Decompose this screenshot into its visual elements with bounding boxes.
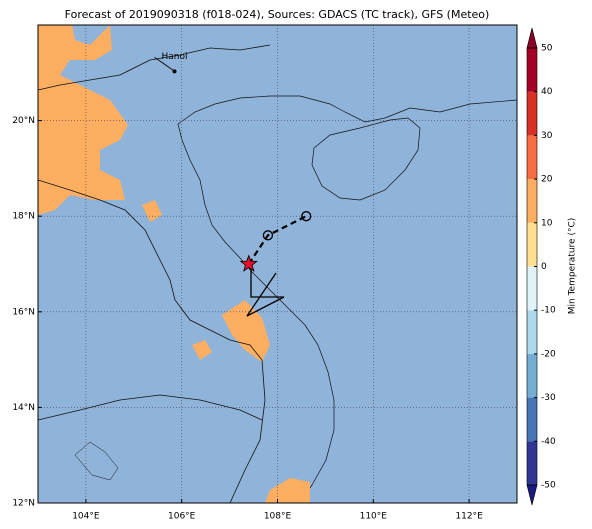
lon-tick-label: 112°E	[455, 512, 483, 522]
colorbar-tick-label: 20	[541, 175, 553, 185]
lat-tick-label: 16°N	[12, 307, 35, 317]
colorbar-under	[526, 484, 538, 506]
cool-land	[38, 25, 128, 215]
colorbar-tick-label: 0	[541, 262, 547, 272]
sea	[38, 25, 517, 503]
track-point	[262, 230, 274, 241]
map-title: Forecast of 2019090318 (f018-024), Sourc…	[65, 8, 490, 21]
cool-land	[265, 478, 310, 503]
colorbar-segment	[527, 266, 537, 311]
map-frame	[37, 24, 518, 504]
lat-tick-label: 20°N	[12, 116, 35, 126]
map-area	[38, 25, 517, 503]
lon-tick-label: 104°E	[72, 512, 100, 522]
colorbar-segment	[527, 441, 537, 485]
colorbar-tick-label: -30	[541, 393, 556, 403]
colorbar-over	[526, 27, 538, 49]
colorbar-tick-label: -10	[541, 306, 556, 316]
colorbar-segment	[527, 310, 537, 354]
colorbar-segment	[527, 91, 537, 136]
colorbar-segment	[527, 135, 537, 180]
lat-tick-label: 14°N	[12, 403, 35, 413]
cool-land	[222, 300, 270, 362]
country-border	[38, 44, 271, 91]
colorbar-segment	[527, 48, 537, 92]
storm-track	[239, 211, 312, 317]
cool-land	[142, 200, 162, 222]
lat-tick-label: 12°N	[12, 499, 35, 509]
colorbar-tick-label: 40	[541, 87, 553, 97]
colorbar-segment	[527, 353, 537, 398]
track-star	[239, 254, 258, 272]
lon-tick-label: 106°E	[168, 512, 196, 522]
lon-tick-label: 108°E	[264, 512, 292, 522]
country-border	[38, 179, 266, 503]
colorbar-tick-label: -40	[541, 437, 556, 447]
colorbar-tick-label: 10	[541, 218, 553, 228]
hainan-island	[311, 117, 421, 201]
country-border	[38, 394, 263, 421]
lon-tick-label: 110°E	[360, 512, 388, 522]
mainland	[38, 25, 517, 503]
track-point	[301, 211, 312, 222]
colorbar-tick-label: 30	[541, 131, 553, 141]
lat-tick-label: 18°N	[12, 212, 35, 222]
city-label: Hanoi	[162, 52, 188, 62]
colorbar-tick-label: 50	[541, 44, 553, 54]
city-dot	[172, 69, 177, 74]
colorbar-segment	[527, 397, 537, 442]
colorbar-label: Min Temperature (°C)	[568, 218, 578, 315]
track-line	[247, 215, 307, 265]
colorbar-tick-label: -50	[541, 481, 556, 491]
cool-land	[192, 340, 212, 360]
colorbar-tick-label: -20	[541, 349, 556, 359]
colorbar-segment	[527, 222, 537, 267]
colorbar-segment	[527, 179, 537, 223]
wind-radius	[246, 263, 285, 317]
